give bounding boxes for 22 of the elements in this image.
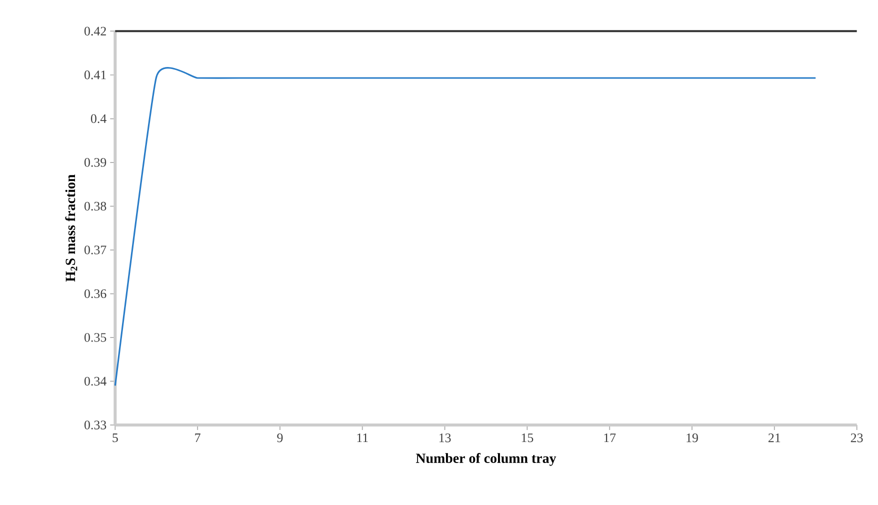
x-tick-label: 15 [522, 433, 534, 442]
y-tick-label: 0.36 [84, 289, 106, 298]
y-tick-label: 0.4 [90, 114, 106, 124]
y-tick-label: 0.41 [84, 70, 106, 80]
y-tick-label: 0.38 [84, 202, 106, 211]
y-axis-title: H$_{2}$S mass fraction [65, 174, 78, 282]
y-tick-label: 0.34 [84, 376, 106, 386]
x-tick-label: 13 [439, 433, 451, 442]
y-tick-label: 0.35 [84, 333, 106, 342]
x-tick-label: 7 [195, 433, 200, 442]
x-tick-label: 21 [768, 433, 780, 442]
x-tick-label: 17 [604, 433, 616, 442]
x-tick-label: 9 [277, 433, 283, 442]
x-tick-label: 11 [357, 433, 368, 442]
x-axis-title: Number of column tray [416, 452, 556, 466]
y-tick-label: 0.42 [84, 26, 106, 36]
x-tick-label: 19 [686, 433, 698, 442]
y-tick-label: 0.37 [84, 245, 106, 254]
y-tick-label: 0.39 [84, 158, 106, 167]
x-tick-label: 23 [850, 433, 863, 442]
x-tick-label: 5 [112, 433, 118, 442]
y-tick-label: 0.33 [84, 420, 106, 430]
